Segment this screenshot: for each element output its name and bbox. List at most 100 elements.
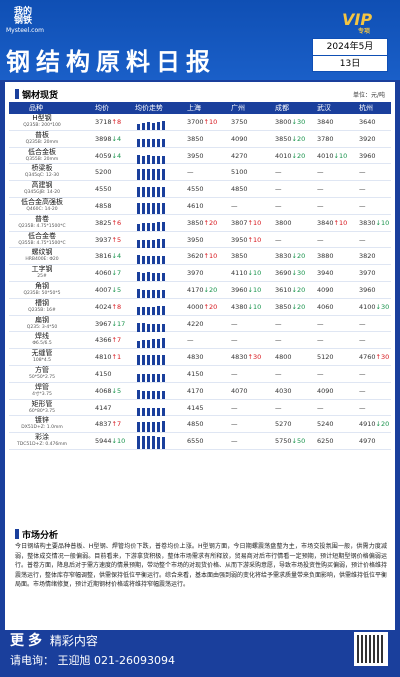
hangzhou-price: — bbox=[359, 236, 366, 244]
chengdu-value: 3800 bbox=[275, 118, 292, 126]
trend-bar bbox=[162, 202, 165, 214]
trend-sparkline bbox=[137, 116, 167, 130]
chengdu-value: 4800 bbox=[275, 353, 292, 362]
hangzhou-price: 4760↑30 bbox=[359, 353, 389, 361]
variety-cell: 镀锌 DX51D+Z: 1.0mm bbox=[9, 417, 75, 431]
trend-bar bbox=[152, 323, 155, 332]
variety-spec: 108*4.5 bbox=[33, 358, 51, 364]
variety-cell: 彩涂 TDC51D+Z: 0.476mm bbox=[9, 434, 75, 448]
chengdu-value: — bbox=[275, 403, 282, 412]
variety-cell: 螺纹钢 HRB400E: Φ20 bbox=[9, 249, 75, 263]
guangzhou-price: 4830↑30 bbox=[231, 353, 261, 361]
qr-code-icon[interactable] bbox=[354, 632, 388, 666]
trend-sparkline bbox=[137, 301, 167, 315]
hangzhou-price: 4970 bbox=[359, 437, 376, 445]
avg-price: 3898↓4 bbox=[95, 135, 121, 143]
report-title: 钢结构原料日报 bbox=[6, 48, 216, 76]
trend-bar bbox=[147, 323, 150, 332]
variety-spec: Q235B: 16# bbox=[28, 307, 56, 313]
hangzhou-change: 10 bbox=[381, 218, 390, 227]
shanghai-price: 6550 bbox=[187, 437, 204, 445]
avg-price: 4024↑8 bbox=[95, 303, 121, 311]
date-month: 2024年5月 bbox=[326, 42, 374, 52]
trend-bar bbox=[157, 373, 160, 382]
trend-bar bbox=[152, 355, 155, 366]
up-arrow-icon: ↑ bbox=[111, 218, 117, 227]
table-row: 低合金卷 Q355B: 4.75*1500*C 3937↑5 3950 3950↑10—… bbox=[9, 232, 391, 249]
trend-bar bbox=[152, 138, 155, 147]
trend-bar bbox=[157, 187, 160, 198]
table-row: 螺纹钢 HRB400E: Φ20 3816↓4 3620↑10 3850 3830↓20 3… bbox=[9, 248, 391, 266]
trend-bar bbox=[147, 169, 150, 181]
variety-cell: 无缝管 108*4.5 bbox=[9, 350, 75, 364]
avg-value: 4366 bbox=[95, 336, 112, 345]
hangzhou-price: — bbox=[359, 387, 366, 395]
variety-spec: Q235B: 200*100 bbox=[23, 123, 61, 128]
variety-name: 彩涂 bbox=[35, 433, 49, 442]
trend-bar bbox=[162, 289, 165, 298]
hangzhou-price: — bbox=[359, 320, 366, 328]
wuhan-value: 4090 bbox=[317, 285, 334, 294]
trend-sparkline bbox=[137, 351, 167, 366]
hangzhou-price: — bbox=[359, 370, 366, 378]
variety-cell: 焊管 4寸*3.75 bbox=[9, 383, 75, 398]
hangzhou-value: — bbox=[359, 185, 366, 194]
hangzhou-change: 20 bbox=[381, 420, 390, 429]
variety-cell: 槽钢 Q235B: 16# bbox=[9, 299, 75, 314]
table-row: 槽钢 Q235B: 16# 4024↑8 4000↑20 4380↓10 3850↓20 4… bbox=[9, 299, 391, 316]
trend-bar bbox=[147, 272, 150, 282]
shanghai-value: 4170 bbox=[187, 285, 204, 294]
shanghai-value: 3850 bbox=[187, 134, 204, 143]
chengdu-value: 3850 bbox=[275, 302, 292, 311]
wuhan-value: 4090 bbox=[317, 386, 334, 395]
avg-price: 4858 bbox=[95, 202, 112, 210]
chengdu-price: 3830↓20 bbox=[275, 252, 305, 260]
variety-spec: Q235: 3-4*50 bbox=[26, 324, 58, 330]
trend-bar bbox=[152, 239, 155, 248]
guangzhou-value: 3850 bbox=[231, 252, 248, 261]
variety-spec: Q235B: 4.75*1500*C bbox=[18, 223, 66, 229]
hangzhou-price: — bbox=[359, 404, 366, 412]
chengdu-value: — bbox=[275, 185, 282, 194]
chengdu-change: 50 bbox=[297, 437, 306, 446]
hangzhou-price: 3920 bbox=[359, 135, 376, 143]
down-arrow-icon: ↓ bbox=[203, 285, 209, 294]
more-content[interactable]: 更多 精彩内容 bbox=[10, 633, 98, 649]
trend-bar bbox=[137, 341, 140, 349]
up-arrow-icon: ↑ bbox=[111, 118, 117, 126]
variety-name: 普板 bbox=[35, 130, 49, 139]
chengdu-price: 3800↓30 bbox=[275, 118, 305, 126]
guangzhou-value: — bbox=[231, 403, 238, 412]
avg-change: 4 bbox=[117, 252, 122, 261]
shanghai-value: 4170 bbox=[187, 386, 204, 395]
avg-price: 3825↑6 bbox=[95, 219, 121, 227]
variety-spec: Q460C: 14-20 bbox=[26, 206, 58, 212]
trend-bar bbox=[137, 373, 140, 382]
down-arrow-icon: ↓ bbox=[291, 118, 297, 126]
avg-price: 3718↑8 bbox=[95, 118, 121, 126]
avg-value: 4858 bbox=[95, 201, 112, 210]
shanghai-price: 4550 bbox=[187, 185, 204, 193]
avg-price: 4007↓5 bbox=[95, 286, 121, 294]
avg-value: 4810 bbox=[95, 353, 112, 362]
table-row: 方管 50*50*2.75 4150 4150 — — — — bbox=[9, 366, 391, 383]
trend-bar bbox=[147, 289, 150, 298]
avg-change: 10 bbox=[117, 437, 126, 446]
up-arrow-icon: ↑ bbox=[203, 118, 209, 126]
guangzhou-value: 4090 bbox=[231, 134, 248, 143]
variety-name: 低合金板 bbox=[28, 147, 56, 156]
chengdu-value: — bbox=[275, 235, 282, 244]
table-row: H型钢 Q235B: 200*100 3718↑8 3700↑10 3750 3800↓3… bbox=[9, 114, 391, 131]
guangzhou-value: 4270 bbox=[231, 151, 248, 160]
guangzhou-price: — bbox=[231, 320, 238, 328]
guangzhou-value: 4070 bbox=[231, 386, 248, 395]
avg-value: 4837 bbox=[95, 420, 112, 429]
trend-bar bbox=[142, 239, 145, 248]
guangzhou-price: 3950↑10 bbox=[231, 236, 261, 244]
chengdu-price: — bbox=[275, 185, 282, 193]
trend-bar bbox=[162, 323, 165, 332]
chengdu-value: — bbox=[275, 168, 282, 177]
avg-value: 4150 bbox=[95, 369, 112, 378]
trend-bar bbox=[147, 138, 150, 147]
trend-bar bbox=[162, 305, 165, 315]
